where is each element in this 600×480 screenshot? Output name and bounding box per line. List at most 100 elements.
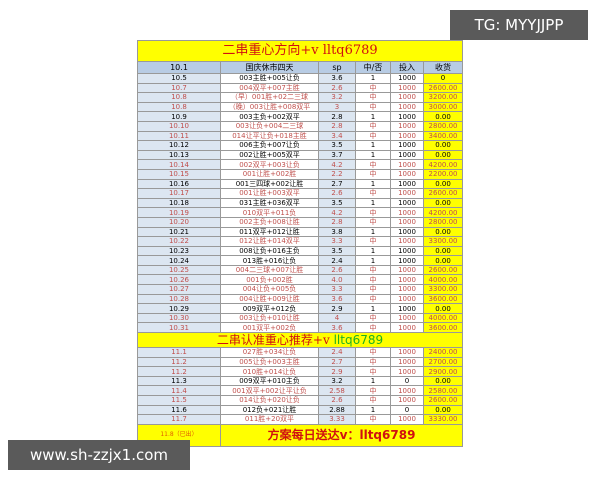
cell-return: 0.00 <box>422 226 464 238</box>
table-row: 10.8 （晚）003让胜+008双平 3 中 1000 3000.00 <box>137 101 464 113</box>
table-row: 11.7 011胜+20双平 3.33 中 1000 3330.00 <box>137 414 464 425</box>
cell-date: 10.21 <box>137 226 221 238</box>
cell-sp: 3.6 <box>318 73 356 84</box>
table-row: 10.22 012让胜+014双平 3.3 中 1000 3300.00 <box>137 236 464 247</box>
cell-return: 0.00 <box>422 255 464 266</box>
cell-sp: 2.7 <box>318 356 356 368</box>
table-row: 10.7 004双平+007主胜 2.6 中 1000 2600.00 <box>137 82 464 94</box>
table-row: 10.15 001让胜+002胜 2.2 中 1000 2200.00 <box>137 168 464 180</box>
cell-return: 0 <box>422 73 464 84</box>
cell-return: 0.00 <box>422 149 464 161</box>
table-row: 11.4 001双平+002让平让负 2.58 中 1000 2580.00 <box>137 385 464 396</box>
cell-sp: 2.6 <box>318 82 356 94</box>
cell-return: 2400.00 <box>422 347 464 358</box>
cell-return: 3200.00 <box>422 92 464 103</box>
table-row: 10.14 002双平+003让负 4.2 中 1000 4200.00 <box>137 159 464 170</box>
cell-match: 002主负+008让胜 <box>220 216 319 228</box>
cell-match: 001让胜+003双平 <box>220 188 319 199</box>
cell-match: 001三四球+002让胜 <box>220 178 319 190</box>
cell-match: 001负+002胜 <box>220 274 319 286</box>
cell-hit: 中 <box>355 168 391 180</box>
table-row: 10.21 011双平+012让胜 3.8 1 1000 0.00 <box>137 226 464 238</box>
cell-date: 10.24 <box>137 255 221 266</box>
cell-stake: 1000 <box>390 395 424 406</box>
cell-match: 003让负+004二三球 <box>220 120 319 132</box>
cell-date: 10.14 <box>137 159 221 170</box>
table-row: 10.8 （早）001胜+02二三球 3.2 中 1000 3200.00 <box>137 92 464 103</box>
cell-return: 0.00 <box>422 140 464 151</box>
cell-date: 10.23 <box>137 245 221 257</box>
table-row: 11.5 014让负+020让负 2.6 中 1000 2600.00 <box>137 395 464 406</box>
cell-sp: 4.2 <box>318 207 356 218</box>
cell-sp: 2.4 <box>318 347 356 358</box>
cell-date: 10.8 <box>137 92 221 103</box>
cell-match: 004让负+005负 <box>220 284 319 295</box>
cell-match: 027胜+034让负 <box>220 347 319 358</box>
cell-sp: 2.8 <box>318 216 356 228</box>
cell-hit: 1 <box>355 245 391 257</box>
cell-sp: 4.0 <box>318 274 356 286</box>
cell-sp: 2.6 <box>318 188 356 199</box>
cell-stake: 1000 <box>390 120 424 132</box>
cell-match: 002双平+003让负 <box>220 159 319 170</box>
cell-hit: 1 <box>355 140 391 151</box>
cell-match: 008让负+016主负 <box>220 245 319 257</box>
cell-sp: 2.2 <box>318 168 356 180</box>
cell-sp: 3.6 <box>318 322 356 334</box>
cell-return: 4200.00 <box>422 159 464 170</box>
cell-hit: 1 <box>355 149 391 161</box>
cell-date: 10.20 <box>137 216 221 228</box>
cell-stake: 0 <box>390 404 424 416</box>
cell-hit: 中 <box>355 92 391 103</box>
cell-date: 11.1 <box>137 347 221 358</box>
table-row: 10.13 002让胜+005双平 3.7 1 1000 0.00 <box>137 149 464 161</box>
cell-stake: 1000 <box>390 130 424 142</box>
cell-stake: 1000 <box>390 366 424 377</box>
cell-hit: 中 <box>355 356 391 368</box>
table-row: 10.12 006主负+007让负 3.5 1 1000 0.00 <box>137 140 464 151</box>
cell-date: 10.29 <box>137 303 221 314</box>
table-row: 10.20 002主负+008让胜 2.8 中 1000 2800.00 <box>137 216 464 228</box>
cell-return: 2580.00 <box>422 385 464 396</box>
cell-hit: 中 <box>355 236 391 247</box>
cell-hit: 中 <box>355 385 391 396</box>
cell-match: 001让胜+002胜 <box>220 168 319 180</box>
cell-stake: 1000 <box>390 284 424 295</box>
cell-match: 010双平+011负 <box>220 207 319 218</box>
cell-sp: 3.33 <box>318 414 356 425</box>
cell-match: 009双平+012负 <box>220 303 319 314</box>
table-row: 11.3 009双平+010主负 3.2 1 0 0.00 <box>137 375 464 387</box>
cell-return: 0.00 <box>422 303 464 314</box>
cell-date: 10.16 <box>137 178 221 190</box>
table-row: 10.11 014让平让负+018主胜 3.4 中 1000 3400.00 <box>137 130 464 142</box>
cell-return: 0.00 <box>422 404 464 416</box>
cell-match: 005让负+003主胜 <box>220 356 319 368</box>
cell-hit: 1 <box>355 197 391 209</box>
cell-date: 10.28 <box>137 293 221 305</box>
cell-sp: 2.8 <box>318 111 356 122</box>
footer-row: 11.8（已出） 方案每日送达v：lltq6789 <box>137 423 464 447</box>
cell-return: 4200.00 <box>422 207 464 218</box>
cell-sp: 3.3 <box>318 284 356 295</box>
cell-sp: 2.9 <box>318 366 356 377</box>
cell-match: 003让负+010让胜 <box>220 312 319 324</box>
cell-date: 10.12 <box>137 140 221 151</box>
cell-match: 013胜+016让负 <box>220 255 319 266</box>
cell-stake: 1000 <box>390 149 424 161</box>
section2-title: 二串认准重心推荐+v <box>216 333 330 348</box>
cell-stake: 1000 <box>390 140 424 151</box>
cell-hit: 中 <box>355 130 391 142</box>
cell-sp: 2.4 <box>318 255 356 266</box>
cell-sp: 3.7 <box>318 149 356 161</box>
cell-stake: 1000 <box>390 207 424 218</box>
cell-date: 10.11 <box>137 130 221 142</box>
cell-return: 4000.00 <box>422 312 464 324</box>
cell-match: 001双平+002让平让负 <box>220 385 319 396</box>
cell-stake: 1000 <box>390 356 424 368</box>
cell-hit: 中 <box>355 414 391 425</box>
cell-date: 10.22 <box>137 236 221 247</box>
cell-stake: 1000 <box>390 245 424 257</box>
cell-match: （早）001胜+02二三球 <box>220 92 319 103</box>
cell-date: 11.3 <box>137 375 221 387</box>
cell-stake: 1000 <box>390 385 424 396</box>
